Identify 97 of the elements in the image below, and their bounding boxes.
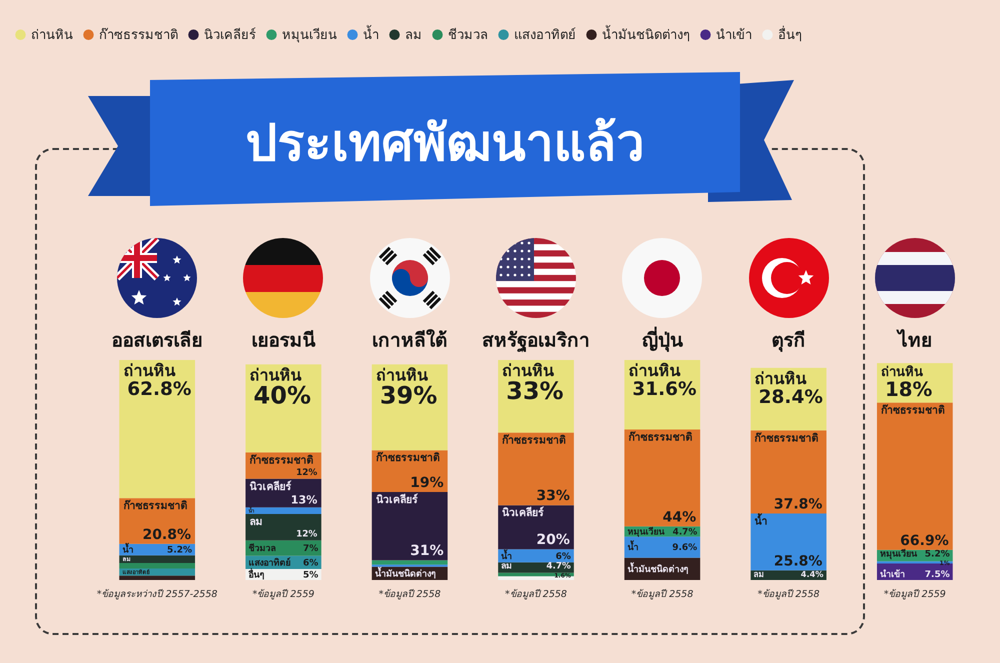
legend-label: นำเข้า [716, 28, 752, 43]
text: *ข้อมูลปี 2558 [631, 588, 694, 600]
bar [119, 555, 196, 564]
legend-label: ก๊าซธรรมชาติ [99, 28, 178, 43]
x-tick-label: ออสเตรเลีย [112, 330, 203, 352]
text: นิวเคลียร์ [250, 480, 292, 493]
text: ลม [250, 516, 263, 528]
text: แสงอาทิตย์ [248, 558, 291, 568]
data-label: 20% [536, 532, 570, 548]
bar [624, 430, 700, 526]
data-label: 25.8% [774, 553, 822, 570]
bar [624, 536, 700, 558]
x-tick-label: ไทย [896, 328, 932, 352]
bar [750, 430, 826, 514]
text: ก๊าซธรรมชาติ [880, 404, 945, 417]
text: *ข้อมูลปี 2559 [252, 588, 314, 600]
text: ถ่านหิน [502, 361, 554, 380]
data-label: 4.4% [800, 569, 824, 580]
text: *ข้อมูลปี 2558 [758, 588, 820, 600]
text: *ข้อมูลปี 2558 [505, 588, 567, 600]
data-label: 7% [303, 544, 318, 554]
bar [498, 432, 574, 506]
data-label: 7.5% [924, 570, 950, 580]
data-label: 5.2% [924, 550, 950, 560]
data-label: 31.6% [632, 379, 697, 400]
text: นิวเคลียร์ [376, 494, 418, 506]
text: *ข้อมูลปี 2559 [884, 588, 946, 600]
data-label: 5% [303, 570, 318, 580]
bar [372, 560, 448, 565]
text: ถ่านหิน [880, 365, 923, 380]
text: นำเข้า [880, 570, 905, 580]
legend-label: น้ำ [363, 24, 379, 43]
data-label: 4.7% [546, 562, 572, 572]
data-label: 9.6% [672, 543, 698, 554]
legend-label: นิวเคลียร์ [204, 26, 256, 43]
text: น้ำ [754, 516, 768, 528]
data-label: 4.7% [672, 527, 698, 538]
x-tick-label: เกาหลีใต้ [372, 328, 448, 352]
data-label: 44% [662, 509, 696, 526]
data-label: 31% [410, 543, 444, 560]
chart-title: ประเทศพัฒนาแล้ว [244, 112, 646, 174]
data-label: 20.8% [142, 526, 192, 543]
text: ก๊าซธรรมชาติ [754, 432, 819, 444]
data-label: 28.4% [758, 386, 823, 408]
data-label: 19% [410, 475, 444, 491]
text: น้ำ [501, 552, 512, 562]
data-label: 33% [506, 377, 564, 405]
text: ก๊าซธรรมชาติ [628, 432, 692, 444]
legend-label: ถ่านหิน [31, 28, 73, 43]
data-label: 18% [884, 378, 932, 402]
data-label: 62.8% [127, 379, 192, 400]
text: ก๊าซธรรมชาติ [502, 434, 566, 447]
legend-label: แสงอาทิตย์ [514, 26, 576, 43]
x-tick-label: ญี่ปุ่น [642, 326, 683, 352]
bar [246, 507, 322, 514]
bar [119, 360, 196, 498]
data-label: 12% [296, 468, 318, 478]
text: อื่นๆ [248, 570, 265, 580]
text: น้ำมันชนิดต่างๆ [374, 569, 436, 580]
data-label: 13% [290, 493, 318, 506]
legend-label: ลม [405, 28, 422, 43]
text: ถ่านหิน [628, 361, 680, 380]
data-label: 6% [303, 558, 318, 568]
x-tick-label: เยอรมนี [251, 330, 316, 352]
data-label: 6% [556, 552, 571, 562]
bar [750, 514, 826, 570]
x-tick-label: ตุรกี [772, 330, 806, 352]
bar [119, 576, 196, 580]
text: ชีวมวล [248, 544, 277, 554]
text: ถ่านหิน [123, 361, 176, 380]
text: ก๊าซธรรมชาติ [376, 452, 440, 464]
data-label: 5.2% [167, 546, 192, 556]
data-label: 33% [536, 488, 570, 504]
legend-label: อื่นๆ [778, 26, 802, 43]
text: หมุนเวียน [627, 527, 664, 538]
legend-label: หมุนเวียน [282, 26, 337, 43]
bar [876, 402, 953, 550]
text: น้ำมันชนิดต่างๆ [627, 564, 688, 575]
x-tick-label: สหรัฐอเมริกา [482, 330, 590, 354]
bar [246, 514, 322, 540]
text: ก๊าซธรรมชาติ [250, 454, 314, 466]
text: ลม [501, 562, 512, 572]
text: นิวเคลียร์ [502, 507, 544, 520]
data-label: 37.8% [774, 496, 822, 513]
text: ก๊าซธรรมชาติ [123, 500, 188, 512]
text: ถ่านหิน [754, 368, 807, 388]
text: หมุนเวียน [880, 550, 917, 560]
data-label: 12% [296, 529, 318, 540]
bar [372, 492, 448, 560]
bar [498, 549, 574, 562]
bar [119, 563, 196, 569]
legend-label: น้ำมันชนิดต่างๆ [602, 24, 690, 43]
data-label: 66.9% [900, 532, 949, 549]
text: *ข้อมูลระหว่างปี 2557-2558 [96, 588, 218, 600]
legend-label: ชีวมวล [448, 26, 488, 43]
text: ลม [754, 569, 764, 580]
text: *ข้อมูลปี 2558 [378, 588, 441, 600]
